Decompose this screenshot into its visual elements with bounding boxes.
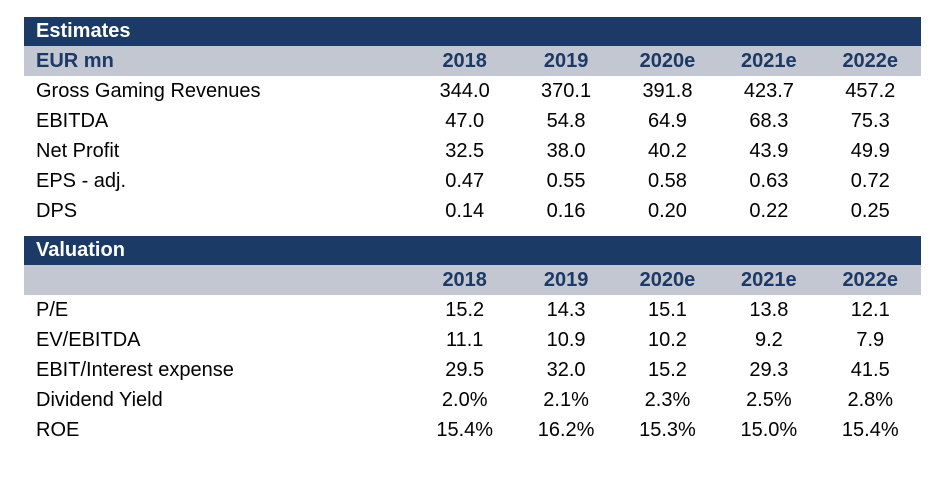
estimates-header-row: EUR mn 2018 2019 2020e 2021e 2022e [24,46,921,76]
table-row: ROE 15.4% 16.2% 15.3% 15.0% 15.4% [24,415,921,445]
valuation-year-2020e: 2020e [639,268,696,291]
estimates-year-2018: 2018 [442,49,487,72]
table-cell: 0.63 [749,169,789,192]
table-cell: 47.0 [445,109,485,132]
table-cell: 13.8 [749,298,789,321]
table-cell: 0.22 [749,199,789,222]
table-cell: 0.20 [648,199,687,222]
table-cell: 0.47 [445,169,485,192]
valuation-header-row: 2018 2019 2020e 2021e 2022e [24,265,921,295]
table-cell: 7.9 [856,328,885,351]
row-label: EBIT/Interest expense [36,358,234,381]
table-row: DPS 0.14 0.16 0.20 0.22 0.25 [24,196,921,226]
table-row: EV/EBITDA 11.1 10.9 10.2 9.2 7.9 [24,325,921,355]
table-cell: 15.2 [445,298,485,321]
table-cell: 54.8 [546,109,586,132]
table-cell: 2.3% [644,388,691,411]
table-cell: 12.1 [850,298,890,321]
row-label: Gross Gaming Revenues [36,79,261,102]
table-cell: 391.8 [642,79,693,102]
table-cell: 0.55 [546,169,586,192]
table-cell: 41.5 [850,358,890,381]
table-cell: 15.1 [648,298,687,321]
table-cell: 40.2 [648,139,687,162]
estimates-year-2019: 2019 [543,49,589,72]
table-cell: 43.9 [749,139,789,162]
table-cell: 64.9 [648,109,687,132]
table-cell: 29.3 [749,358,789,381]
table-cell: 15.0% [740,418,798,441]
table-cell: 0.14 [445,199,485,222]
row-label: EBITDA [36,109,109,132]
table-row: Dividend Yield 2.0% 2.1% 2.3% 2.5% 2.8% [24,385,921,415]
valuation-year-2019: 2019 [543,268,589,291]
section-gap [24,226,921,236]
table-cell: 344.0 [439,79,490,102]
table-cell: 29.5 [445,358,485,381]
table-cell: 2.1% [543,388,589,411]
table-cell: 370.1 [541,79,592,102]
table-cell: 423.7 [743,79,794,102]
table-cell: 2.0% [441,388,488,411]
table-cell: 15.3% [639,418,696,441]
table-row: EPS - adj. 0.47 0.55 0.58 0.63 0.72 [24,166,921,196]
table-cell: 11.1 [445,328,484,351]
row-label: P/E [36,298,69,321]
financial-tables: Estimates EUR mn 2018 2019 2020e 2021e 2… [24,17,921,445]
valuation-title: Valuation [24,236,921,265]
table-cell: 0.72 [850,169,890,192]
valuation-year-2021e: 2021e [741,268,797,291]
estimates-year-2020e: 2020e [639,49,696,72]
estimates-title: Estimates [24,17,921,46]
table-row: EBITDA 47.0 54.8 64.9 68.3 75.3 [24,106,921,136]
table-row: Gross Gaming Revenues 344.0 370.1 391.8 … [24,76,921,106]
table-cell: 15.4% [436,418,494,441]
table-cell: 457.2 [845,79,896,102]
table-cell: 38.0 [546,139,586,162]
table-cell: 75.3 [850,109,890,132]
table-cell: 2.8% [847,388,894,411]
table-cell: 10.9 [546,328,586,351]
row-label: EPS - adj. [36,169,127,192]
table-cell: 68.3 [749,109,789,132]
row-label: DPS [36,199,78,222]
table-cell: 0.16 [546,199,586,222]
table-cell: 0.58 [648,169,687,192]
table-cell: 0.25 [850,199,890,222]
table-cell: 32.5 [445,139,485,162]
row-label: Net Profit [36,139,120,162]
table-cell: 2.5% [746,388,792,411]
valuation-year-2018: 2018 [442,268,487,291]
row-label: EV/EBITDA [36,328,141,351]
row-label: Dividend Yield [36,388,163,411]
table-row: Net Profit 32.5 38.0 40.2 43.9 49.9 [24,136,921,166]
table-cell: 16.2% [537,418,595,441]
table-cell: 10.2 [648,328,687,351]
table-row: EBIT/Interest expense 29.5 32.0 15.2 29.… [24,355,921,385]
table-cell: 49.9 [850,139,890,162]
estimates-year-2021e: 2021e [741,49,797,72]
valuation-year-2022e: 2022e [842,268,899,291]
row-label: ROE [36,418,80,441]
estimates-year-2022e: 2022e [842,49,899,72]
table-cell: 9.2 [754,328,783,351]
table-cell: 15.2 [648,358,687,381]
estimates-header-label: EUR mn [36,49,114,72]
table-cell: 15.4% [841,418,899,441]
table-cell: 14.3 [546,298,586,321]
table-row: P/E 15.2 14.3 15.1 13.8 12.1 [24,295,921,325]
table-cell: 32.0 [546,358,586,381]
